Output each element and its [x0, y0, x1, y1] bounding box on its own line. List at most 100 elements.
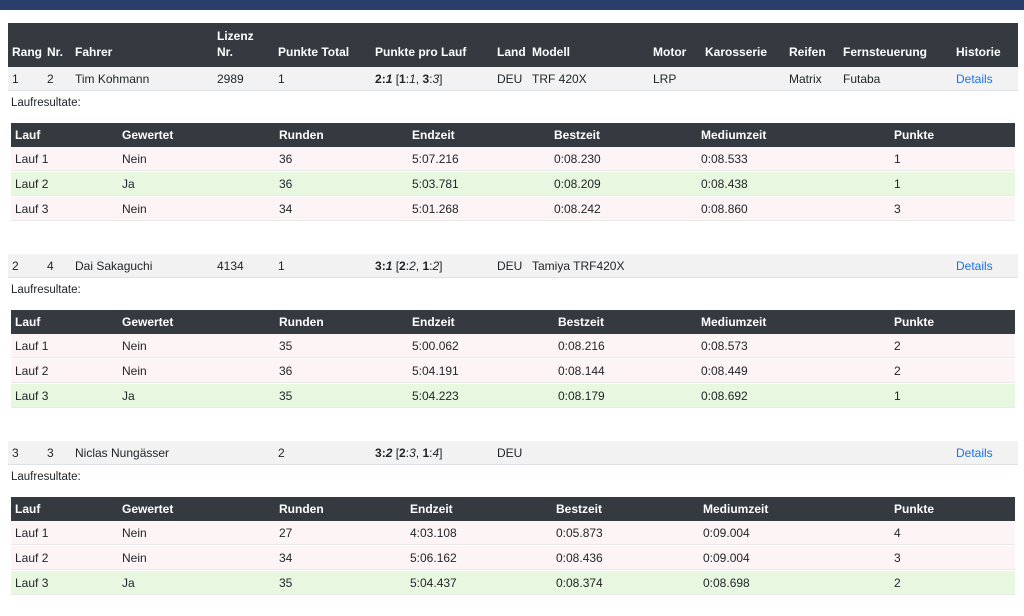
lauf-cell-runden: 35 — [279, 576, 293, 590]
cell-punkte-total: 2 — [278, 446, 285, 460]
cell-punkte-pro-lauf: 2:1 [1:1, 3:3] — [375, 72, 443, 86]
subcol-mediumzeit: Mediumzeit — [701, 128, 767, 142]
laufresultate-label: Laufresultate: — [11, 471, 81, 483]
lauf-cell-punkte: 4 — [894, 526, 901, 540]
lauf-cell-mediumzeit: 0:08.449 — [701, 364, 748, 378]
col-punkte-pro-lauf: Punkte pro Lauf — [375, 45, 467, 59]
subcol-endzeit: Endzeit — [412, 128, 455, 142]
cell-rang: 2 — [12, 259, 19, 273]
cell-punkte-total: 1 — [278, 259, 285, 273]
lauf-cell-bestzeit: 0:08.374 — [556, 576, 603, 590]
subcol-lauf: Lauf — [15, 502, 41, 516]
details-link[interactable]: Details — [956, 259, 993, 273]
lauf-cell-bestzeit: 0:08.242 — [554, 202, 601, 216]
driver-row: 2 4 Dai Sakaguchi 4134 1 3:1 [2:2, 1:2] DEU Tam… — [8, 254, 1018, 278]
lauf-cell-mediumzeit: 0:08.860 — [701, 202, 748, 216]
subcol-bestzeit: Bestzeit — [556, 502, 603, 516]
lauf-row: Lauf 2 Ja 36 5:03.781 0:08.209 0:08.438 1 — [11, 172, 1015, 196]
lauf-cell-punkte: 3 — [894, 202, 901, 216]
subcol-runden: Runden — [279, 315, 324, 329]
lauf-cell-endzeit: 5:00.062 — [412, 339, 459, 353]
lauf-cell-lauf: Lauf 2 — [15, 177, 49, 191]
subcol-mediumzeit: Mediumzeit — [701, 315, 767, 329]
lauf-cell-runden: 36 — [279, 177, 293, 191]
lauf-cell-lauf: Lauf 1 — [15, 152, 49, 166]
cell-land: DEU — [497, 446, 523, 460]
subcol-runden: Runden — [279, 128, 324, 142]
lauf-row: Lauf 2 Nein 34 5:06.162 0:08.436 0:09.004 3 — [11, 546, 1015, 570]
lauf-cell-lauf: Lauf 2 — [15, 364, 49, 378]
details-link[interactable]: Details — [956, 72, 993, 86]
lauf-cell-lauf: Lauf 1 — [15, 339, 49, 353]
col-land: Land — [497, 45, 526, 59]
subcol-bestzeit: Bestzeit — [554, 128, 601, 142]
col-karosserie: Karosserie — [705, 45, 768, 59]
lauf-cell-gewertet: Ja — [122, 177, 135, 191]
lauf-cell-punkte: 3 — [894, 551, 901, 565]
cell-punkte-pro-lauf: 3:2 [2:3, 1:4] — [375, 446, 443, 460]
lauf-cell-punkte: 2 — [894, 339, 901, 353]
lauf-cell-bestzeit: 0:08.179 — [558, 389, 605, 403]
lauf-cell-runden: 36 — [279, 152, 293, 166]
lauf-cell-lauf: Lauf 2 — [15, 551, 49, 565]
subcol-endzeit: Endzeit — [410, 502, 453, 516]
lauf-cell-endzeit: 5:06.162 — [410, 551, 457, 565]
cell-fahrer: Tim Kohmann — [75, 72, 150, 86]
col-historie: Historie — [956, 45, 1001, 59]
lauf-cell-runden: 27 — [279, 526, 293, 540]
lauf-cell-endzeit: 5:07.216 — [412, 152, 459, 166]
lauf-cell-bestzeit: 0:08.216 — [558, 339, 605, 353]
lauf-cell-bestzeit: 0:08.436 — [556, 551, 603, 565]
col-modell: Modell — [532, 45, 570, 59]
cell-nr: 2 — [47, 72, 54, 86]
lauf-cell-lauf: Lauf 1 — [15, 526, 49, 540]
lauf-row: Lauf 1 Nein 36 5:07.216 0:08.230 0:08.533 1 — [11, 147, 1015, 171]
subcol-runden: Runden — [279, 502, 324, 516]
cell-land: DEU — [497, 259, 523, 273]
subcol-gewertet: Gewertet — [122, 502, 174, 516]
details-link[interactable]: Details — [956, 446, 993, 460]
lauf-cell-runden: 34 — [279, 202, 293, 216]
lauf-cell-lauf: Lauf 3 — [15, 576, 49, 590]
lauf-row: Lauf 3 Nein 34 5:01.268 0:08.242 0:08.860 3 — [11, 197, 1015, 221]
cell-modell: Tamiya TRF420X — [532, 259, 625, 273]
lauf-row: Lauf 3 Ja 35 5:04.437 0:08.374 0:08.698 2 — [11, 571, 1015, 595]
col-motor: Motor — [653, 45, 687, 59]
lauf-cell-endzeit: 5:04.191 — [412, 364, 459, 378]
lauf-cell-gewertet: Nein — [122, 202, 147, 216]
lauf-cell-mediumzeit: 0:08.573 — [701, 339, 748, 353]
laufresultate-label: Laufresultate: — [11, 284, 81, 296]
laufresultate-label: Laufresultate: — [11, 97, 81, 109]
lauf-cell-mediumzeit: 0:08.438 — [701, 177, 748, 191]
lauf-cell-runden: 35 — [279, 389, 293, 403]
lauf-cell-punkte: 1 — [894, 389, 901, 403]
lauf-cell-punkte: 1 — [894, 152, 901, 166]
lauf-cell-punkte: 1 — [894, 177, 901, 191]
subcol-punkte: Punkte — [894, 502, 935, 516]
lauf-cell-gewertet: Ja — [122, 389, 135, 403]
col-fernsteuerung: Fernsteuerung — [843, 45, 928, 59]
lauf-cell-bestzeit: 0:08.230 — [554, 152, 601, 166]
results-table-header: Rang Nr. Fahrer Lizenz Nr. Punkte Total P… — [8, 23, 1018, 67]
lauf-cell-bestzeit: 0:05.873 — [556, 526, 603, 540]
cell-modell: TRF 420X — [532, 72, 587, 86]
subcol-bestzeit: Bestzeit — [558, 315, 605, 329]
top-bar — [0, 0, 1024, 10]
lauf-cell-runden: 36 — [279, 364, 293, 378]
lauf-cell-gewertet: Ja — [122, 576, 135, 590]
col-rang: Rang — [12, 45, 42, 59]
cell-lizenz: 4134 — [217, 259, 244, 273]
subcol-punkte: Punkte — [894, 128, 935, 142]
cell-nr: 3 — [47, 446, 54, 460]
lauf-cell-gewertet: Nein — [122, 551, 147, 565]
lauf-cell-runden: 34 — [279, 551, 293, 565]
lauf-cell-mediumzeit: 0:09.004 — [703, 551, 750, 565]
lauf-cell-punkte: 2 — [894, 364, 901, 378]
lauf-cell-punkte: 2 — [894, 576, 901, 590]
lauf-cell-mediumzeit: 0:08.533 — [701, 152, 748, 166]
cell-punkte-pro-lauf: 3:1 [2:2, 1:2] — [375, 259, 443, 273]
subcol-lauf: Lauf — [15, 315, 41, 329]
lauf-cell-bestzeit: 0:08.209 — [554, 177, 601, 191]
cell-rang: 3 — [12, 446, 19, 460]
driver-row: 1 2 Tim Kohmann 2989 1 2:1 [1:1, 3:3] DEU TRF 4… — [8, 67, 1018, 91]
